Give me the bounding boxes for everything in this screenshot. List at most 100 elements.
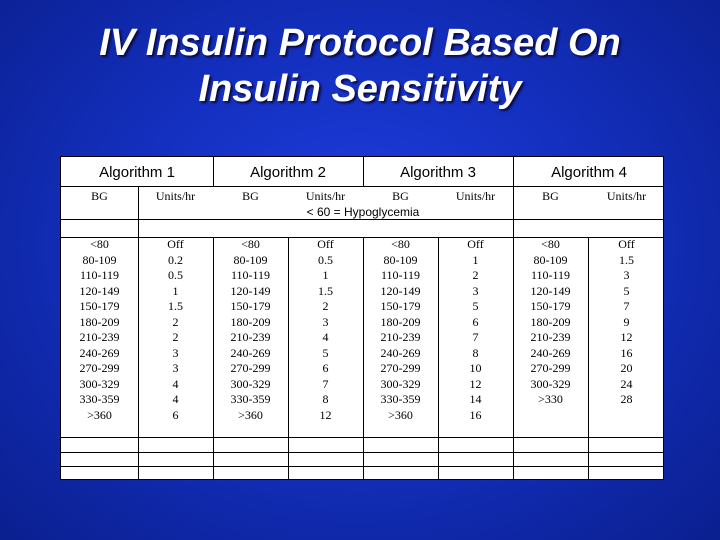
table-cell: 6 — [172, 407, 179, 422]
table-cell: 12 — [620, 330, 633, 344]
table-cell: 150-179 — [79, 299, 120, 313]
table-cell: 2 — [172, 314, 179, 329]
table-cell: 16 — [469, 407, 482, 422]
divider — [438, 237, 439, 479]
table-cell: 330-359 — [230, 392, 271, 406]
table-cell: 7 — [472, 330, 479, 344]
table-cell: 16 — [620, 345, 633, 360]
table-cell: 150-179 — [230, 299, 271, 313]
table-cell: Off — [317, 237, 334, 251]
table-cell: 5 — [472, 299, 479, 313]
table-cell: 0.5 — [168, 268, 183, 282]
algorithm-3-header: Algorithm 3 — [400, 164, 476, 181]
table-cell: 1 — [472, 252, 479, 267]
divider — [213, 237, 214, 479]
alg3-units-column: Off 1 2 3 5 6 7 8 10 12 14 16 — [438, 237, 513, 423]
units-header: Units/hr — [606, 189, 647, 203]
table-cell: 210-239 — [530, 330, 571, 344]
table-cell: 1.5 — [318, 283, 333, 298]
divider — [138, 187, 139, 479]
table-cell: >360 — [87, 407, 112, 422]
table-cell: 10 — [469, 361, 482, 375]
alg2-bg-column: <80 80-109 110-119 120-149 150-179 180-209 210… — [213, 237, 288, 423]
table-cell: <80 — [541, 237, 560, 251]
table-cell: 150-179 — [380, 299, 421, 313]
table-cell: 80-109 — [233, 252, 268, 267]
table-cell: 1 — [322, 268, 329, 282]
table-cell: 210-239 — [79, 330, 120, 344]
table-cell: 12 — [319, 407, 332, 422]
table-cell: 180-209 — [230, 314, 271, 329]
divider — [513, 187, 514, 479]
table-cell: 300-329 — [79, 376, 120, 391]
table-cell: >330 — [538, 392, 563, 406]
table-cell: 5 — [623, 283, 630, 298]
table-cell: 120-149 — [380, 283, 421, 298]
divider — [288, 237, 289, 479]
table-cell: 0.5 — [318, 252, 333, 267]
divider — [588, 237, 589, 479]
divider — [61, 466, 663, 467]
table-cell: 150-179 — [530, 299, 571, 313]
bg-header: BG — [91, 189, 108, 203]
table-cell: 9 — [623, 314, 630, 329]
table-cell: 240-269 — [230, 345, 271, 360]
table-cell: 6 — [322, 361, 329, 375]
bg-header: BG — [392, 189, 409, 203]
table-cell: 1 — [172, 283, 179, 298]
divider — [213, 157, 214, 187]
table-cell: 110-119 — [380, 268, 421, 282]
table-cell: 210-239 — [230, 330, 271, 344]
table-cell: 180-209 — [380, 314, 421, 329]
table-cell: 1.5 — [168, 299, 183, 313]
table-cell: 7 — [623, 299, 630, 313]
units-header: Units/hr — [455, 189, 496, 203]
table-cell: 110-119 — [230, 268, 271, 282]
bg-header: BG — [542, 189, 559, 203]
table-cell: 300-329 — [530, 376, 571, 391]
table-cell: 8 — [472, 345, 479, 360]
table-cell: <80 — [90, 237, 109, 251]
table-cell: 5 — [322, 345, 329, 360]
algorithm-1-header: Algorithm 1 — [99, 164, 175, 181]
table-cell: >360 — [388, 407, 413, 422]
divider — [61, 452, 663, 453]
table-cell: 28 — [620, 392, 633, 406]
units-header: Units/hr — [155, 189, 196, 203]
divider — [61, 219, 663, 220]
table-cell: 270-299 — [79, 361, 120, 375]
table-cell: 80-109 — [533, 252, 568, 267]
table-cell: 330-359 — [380, 392, 421, 406]
table-cell: <80 — [391, 237, 410, 251]
table-cell: 1.5 — [619, 252, 634, 267]
table-cell: 120-149 — [79, 283, 120, 298]
table-cell: 3 — [472, 283, 479, 298]
table-cell: 4 — [172, 392, 179, 406]
alg3-bg-column: <80 80-109 110-119 120-149 150-179 180-209 210… — [363, 237, 438, 423]
divider — [513, 157, 514, 187]
divider — [363, 237, 364, 479]
units-header: Units/hr — [305, 189, 346, 203]
divider — [61, 237, 663, 238]
alg2-units-column: Off 0.5 1 1.5 2 3 4 5 6 7 8 12 — [288, 237, 363, 423]
algorithm-header-row: Algorithm 1 Algorithm 2 Algorithm 3 Algo… — [61, 157, 663, 187]
table-cell: 300-329 — [380, 376, 421, 391]
slide-title-line-1: IV Insulin Protocol Based On — [99, 22, 621, 64]
algorithm-4-header: Algorithm 4 — [551, 164, 627, 181]
table-cell: 6 — [472, 314, 479, 329]
table-cell: 270-299 — [530, 361, 571, 375]
table-cell: Off — [618, 237, 635, 251]
table-cell: >360 — [238, 407, 263, 422]
table-cell: 3 — [172, 345, 179, 360]
table-cell: 2 — [172, 330, 179, 344]
divider — [363, 157, 364, 187]
table-cell: 270-299 — [230, 361, 271, 375]
insulin-protocol-table: Algorithm 1 Algorithm 2 Algorithm 3 Algo… — [60, 156, 664, 480]
table-cell: 2 — [472, 268, 479, 282]
hypoglycemia-note: < 60 = Hypoglycemia — [306, 205, 420, 219]
table-cell: 80-109 — [383, 252, 418, 267]
table-cell: 2 — [322, 299, 329, 313]
table-cell: 12 — [469, 376, 482, 391]
table-cell: 110-119 — [79, 268, 120, 282]
alg4-units-column: Off 1.5 3 5 7 9 12 16 20 24 28 — [588, 237, 663, 408]
